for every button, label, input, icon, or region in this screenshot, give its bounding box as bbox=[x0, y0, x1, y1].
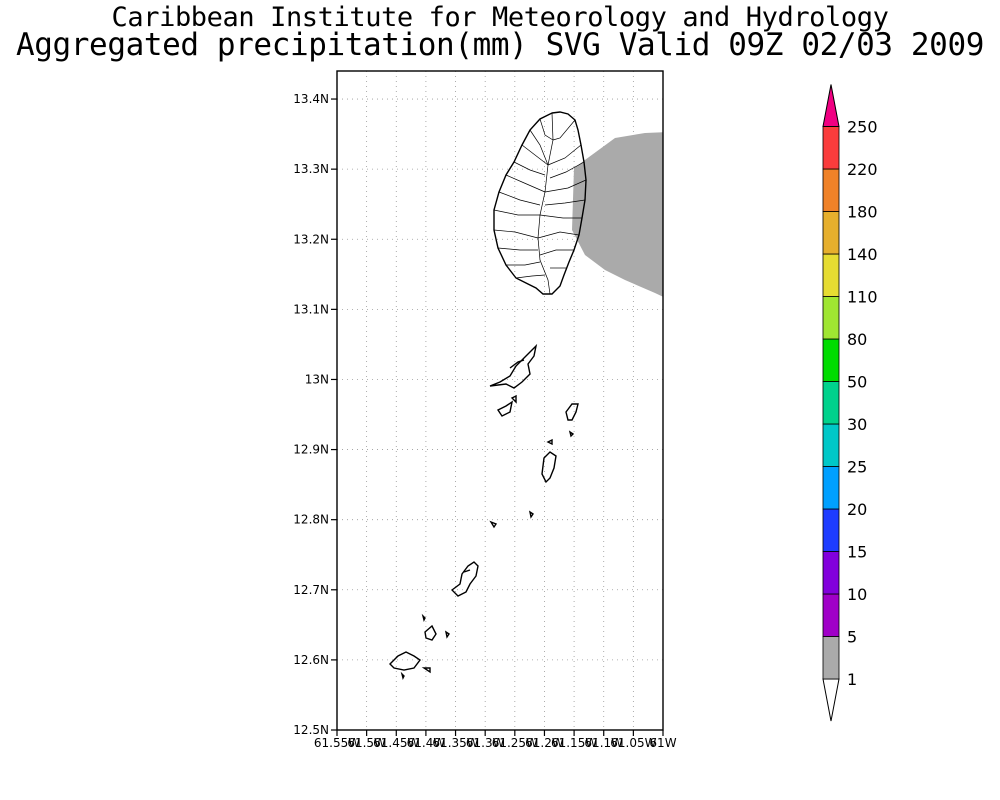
x-tick-label: 61.35W bbox=[432, 736, 478, 750]
colorbar-label: 25 bbox=[847, 458, 867, 477]
y-tick-label: 12.5N bbox=[293, 723, 329, 737]
colorbar-label: 180 bbox=[847, 203, 878, 222]
watershed-lines bbox=[493, 112, 587, 295]
colorbar-under-triangle bbox=[822, 678, 840, 722]
colorbar-segment bbox=[822, 551, 840, 595]
x-tick-label: 61.25W bbox=[492, 736, 538, 750]
island-carriacou-petite bbox=[389, 613, 450, 681]
x-tick-label: 61W bbox=[649, 736, 676, 750]
colorbar-label: 20 bbox=[847, 500, 867, 519]
island-bequia bbox=[489, 343, 538, 389]
colorbar-label: 140 bbox=[847, 245, 878, 264]
island-st-vincent bbox=[493, 111, 587, 295]
x-tick-label: 61.45W bbox=[373, 736, 419, 750]
x-tick-label: 61.5W bbox=[347, 736, 386, 750]
colorbar-segment bbox=[822, 593, 840, 637]
x-axis: 61.55W61.5W61.45W61.4W61.35W61.3W61.25W6… bbox=[314, 730, 677, 750]
colorbar-label: 250 bbox=[847, 118, 878, 137]
x-tick-label: 61.4W bbox=[407, 736, 446, 750]
y-tick-label: 13.4N bbox=[293, 92, 329, 106]
y-tick-label: 13.2N bbox=[293, 232, 329, 246]
y-tick-label: 12.7N bbox=[293, 583, 329, 597]
colorbar-label: 30 bbox=[847, 415, 867, 434]
colorbar-label: 110 bbox=[847, 288, 878, 307]
colorbar-label: 15 bbox=[847, 543, 867, 562]
colorbar-segment bbox=[822, 381, 840, 425]
island-canouan bbox=[541, 438, 557, 484]
x-tick-label: 61.15W bbox=[551, 736, 597, 750]
y-tick-label: 13N bbox=[305, 372, 329, 386]
plot-frame bbox=[336, 70, 664, 731]
colorbar-over-triangle bbox=[822, 84, 840, 127]
island-small bbox=[489, 510, 534, 529]
y-tick-label: 12.9N bbox=[293, 443, 329, 457]
colorbar-label: 5 bbox=[847, 628, 857, 647]
colorbar-segment bbox=[822, 423, 840, 467]
x-tick-label: 61.2W bbox=[525, 736, 564, 750]
x-tick-label: 61.1W bbox=[584, 736, 623, 750]
island-union bbox=[450, 561, 479, 597]
x-tick-label: 61.55W bbox=[314, 736, 360, 750]
colorbar-segment bbox=[822, 466, 840, 510]
colorbar-label: 80 bbox=[847, 330, 867, 349]
y-tick-label: 12.6N bbox=[293, 653, 329, 667]
y-axis: 12.5N 12.6N 12.7N 12.8N 12.9N 13N 13.1N 13.2N 13… bbox=[293, 92, 337, 737]
colorbar-segment bbox=[822, 636, 840, 680]
x-tick-label: 61.05W bbox=[610, 736, 656, 750]
colorbar-segment bbox=[822, 508, 840, 552]
y-tick-label: 12.8N bbox=[293, 513, 329, 527]
y-tick-label: 13.3N bbox=[293, 162, 329, 176]
precip-area bbox=[572, 132, 663, 297]
colorbar-segment bbox=[822, 211, 840, 255]
title-line2: Aggregated precipitation(mm) SVG Valid 0… bbox=[16, 27, 984, 63]
colorbar-segment bbox=[822, 126, 840, 170]
y-tick-label: 13.1N bbox=[293, 302, 329, 316]
x-tick-label: 61.3W bbox=[466, 736, 505, 750]
colorbar-segment bbox=[822, 296, 840, 340]
colorbar-label: 1 bbox=[847, 670, 857, 689]
colorbar-label: 50 bbox=[847, 373, 867, 392]
title-line1: Caribbean Institute for Meteorology and … bbox=[111, 2, 889, 33]
island-mustique-cluster bbox=[496, 394, 579, 438]
colorbar-segment bbox=[822, 168, 840, 212]
colorbar-label: 220 bbox=[847, 160, 878, 179]
colorbar-label: 10 bbox=[847, 585, 867, 604]
colorbar-segment bbox=[822, 253, 840, 297]
colorbar-segment bbox=[822, 338, 840, 382]
